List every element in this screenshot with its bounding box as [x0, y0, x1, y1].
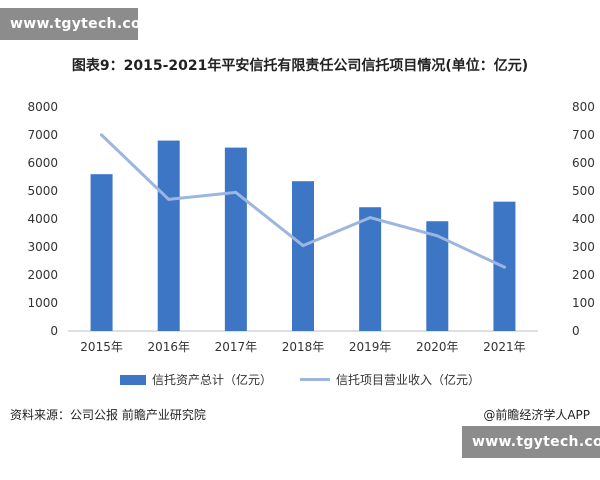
- y-tick-right: 200: [572, 268, 595, 282]
- x-tick-label: 2016年: [147, 340, 190, 354]
- y-tick-right: 500: [572, 184, 595, 198]
- legend-item-bar: 信托资产总计（亿元）: [119, 371, 272, 388]
- chart-title: 图表9：2015-2021年平安信托有限责任公司信托项目情况(单位：亿元): [71, 58, 529, 74]
- bar: [90, 174, 113, 331]
- y-tick-right: 300: [572, 240, 595, 254]
- y-tick-right: 400: [572, 212, 595, 226]
- y-tick-left: 2000: [27, 268, 58, 282]
- y-tick-left: 7000: [27, 128, 58, 142]
- line-point: [502, 265, 506, 269]
- line-point: [301, 244, 305, 248]
- y-tick-left: 3000: [27, 240, 58, 254]
- bar: [292, 181, 314, 331]
- y-tick-left: 6000: [27, 156, 58, 170]
- legend-swatch-line: [300, 378, 330, 381]
- watermark-bottom: www.tgytech.com: [462, 426, 600, 458]
- y-tick-left: 5000: [27, 184, 58, 198]
- line-point: [167, 197, 171, 201]
- y-tick-right: 700: [572, 128, 595, 142]
- footer: 资料来源：公司公报 前瞻产业研究院 @前瞻经济学人APP: [10, 406, 590, 423]
- line-point: [234, 190, 238, 194]
- legend: 信托资产总计（亿元） 信托项目营业收入（亿元）: [0, 371, 600, 388]
- x-tick-label: 2015年: [80, 340, 123, 354]
- source-note: 资料来源：公司公报 前瞻产业研究院: [10, 408, 206, 422]
- y-tick-right: 600: [572, 156, 595, 170]
- bar: [426, 221, 449, 331]
- line-point: [100, 133, 104, 137]
- bar: [224, 147, 247, 331]
- legend-label-line: 信托项目营业收入（亿元）: [336, 373, 481, 387]
- chart: 0 1000 2000 3000 4000 5000 6000 7000 8000 0 100 200…: [27, 100, 595, 354]
- legend-swatch-bar: [119, 374, 146, 385]
- x-tick-label: 2019年: [349, 340, 392, 354]
- bar: [157, 140, 180, 331]
- y-tick-right: 100: [572, 296, 595, 310]
- bar: [359, 207, 382, 331]
- brand-credit: @前瞻经济学人APP: [483, 408, 590, 422]
- x-tick-label: 2021年: [483, 340, 526, 354]
- y-tick-left: 4000: [27, 212, 58, 226]
- line-point: [435, 234, 439, 238]
- line-point: [368, 216, 372, 220]
- x-tick-label: 2017年: [215, 340, 258, 354]
- y-tick-left: 8000: [27, 100, 58, 114]
- x-tick-label: 2020年: [416, 340, 459, 354]
- x-tick-label: 2018年: [282, 340, 325, 354]
- legend-label-bar: 信托资产总计（亿元）: [151, 373, 272, 387]
- y-tick-right: 0: [572, 324, 580, 338]
- y-tick-left: 1000: [27, 296, 58, 310]
- y-tick-right: 800: [572, 100, 595, 114]
- legend-item-line: 信托项目营业收入（亿元）: [300, 371, 480, 388]
- y-tick-left: 0: [50, 324, 58, 338]
- watermark-top: www.tgytech.com: [0, 8, 156, 40]
